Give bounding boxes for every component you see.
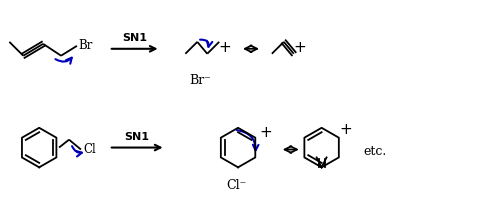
Text: Br: Br — [78, 39, 92, 52]
Text: +: + — [219, 40, 231, 55]
Text: etc.: etc. — [363, 145, 387, 158]
Text: Cl⁻: Cl⁻ — [226, 179, 246, 192]
Text: +: + — [339, 122, 352, 137]
Text: Cl: Cl — [83, 143, 96, 156]
Text: SN1: SN1 — [124, 132, 149, 142]
Text: Br⁻: Br⁻ — [189, 74, 211, 87]
Text: +: + — [294, 40, 306, 55]
FancyArrowPatch shape — [237, 130, 259, 150]
Text: +: + — [260, 125, 272, 140]
FancyArrowPatch shape — [56, 58, 72, 64]
Text: SN1: SN1 — [122, 33, 147, 43]
FancyArrowPatch shape — [72, 146, 82, 156]
FancyArrowPatch shape — [200, 40, 212, 47]
